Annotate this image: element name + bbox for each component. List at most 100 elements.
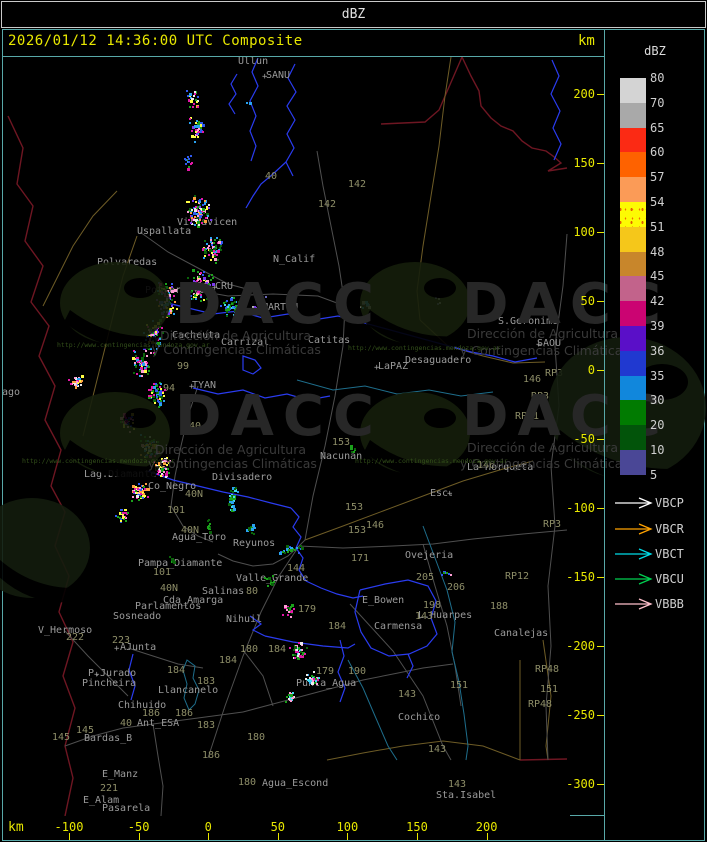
radar-echo-pixel (136, 495, 139, 498)
radar-echo-pixel (220, 305, 222, 307)
map-label: 180 (238, 777, 257, 788)
radar-echo-pixel (75, 387, 77, 389)
radar-echo-pixel (165, 476, 167, 478)
radar-echo-pixel (212, 277, 214, 279)
radar-echo-pixel (127, 512, 129, 514)
radar-echo-pixel (191, 223, 193, 225)
radar-echo-pixel (193, 280, 195, 282)
radar-echo-pixel (289, 647, 291, 649)
radar-echo-pixel (216, 254, 218, 256)
vector-arrow-icon (615, 523, 653, 535)
map-label: 183 (197, 720, 216, 731)
radar-echo-pixel (140, 440, 142, 442)
radar-echo-pixel (125, 517, 127, 519)
map-label: 179 (298, 604, 317, 615)
radar-echo-pixel (171, 283, 173, 285)
radar-echo-pixel (299, 649, 302, 652)
map-label: Nacunan (320, 451, 363, 462)
radar-echo-pixel (167, 468, 169, 470)
radar-echo-pixel (188, 161, 190, 163)
radar-echo-pixel (206, 280, 209, 283)
radar-echo-pixel (210, 259, 212, 261)
radar-echo-pixel (204, 251, 207, 254)
radar-echo-pixel (307, 674, 309, 676)
radar-echo-pixel (194, 284, 197, 287)
radar-echo-pixel (199, 124, 202, 127)
radar-echo-pixel (185, 159, 187, 161)
map-label: 221 (100, 783, 119, 794)
map-label: Desaguadero (405, 355, 472, 366)
radar-echo-pixel (354, 449, 356, 451)
radar-echo-pixel (312, 680, 314, 682)
radar-echo-pixel (150, 352, 152, 354)
radar-echo-pixel (315, 678, 317, 680)
colorbar-tick-label: 5 (650, 467, 658, 482)
colorbar-tick-label: 70 (650, 95, 665, 110)
radar-echo-pixel (164, 389, 166, 391)
map-label: Parlamentos (135, 601, 202, 612)
radar-echo-pixel (264, 577, 266, 579)
radar-echo-pixel (79, 380, 81, 382)
radar-echo-pixel (140, 367, 143, 370)
map-label: Carrizal (221, 337, 270, 348)
radar-echo-pixel (233, 496, 235, 498)
radar-echo-pixel (209, 528, 211, 530)
radar-echo-pixel (194, 91, 196, 93)
radar-echo-pixel (197, 96, 199, 98)
radar-echo-pixel (229, 498, 231, 500)
radar-echo-pixel (199, 210, 201, 212)
radar-echo-pixel (228, 503, 231, 506)
radar-echo-pixel (208, 275, 210, 277)
radar-echo-pixel (202, 285, 204, 287)
radar-echo-pixel (133, 428, 135, 430)
radar-echo-pixel (201, 222, 203, 224)
radar-echo-pixel (169, 287, 171, 289)
radar-echo-pixel (268, 577, 271, 580)
radar-echo-pixel (210, 237, 212, 239)
x-axis-tick (417, 833, 418, 840)
radar-echo-pixel (171, 286, 173, 288)
radar-echo-pixel (141, 365, 143, 367)
map-label: P.Jurado (88, 668, 137, 679)
colorbar-block (620, 127, 646, 153)
radar-echo-pixel (170, 310, 172, 312)
radar-echo-pixel (311, 675, 313, 677)
radar-echo-pixel (286, 696, 288, 698)
radar-echo-pixel (236, 311, 238, 313)
radar-echo-pixel (194, 294, 197, 297)
radar-echo-pixel (169, 556, 171, 558)
x-axis-tick-label: 0 (204, 820, 212, 834)
radar-echo-pixel (190, 212, 192, 214)
radar-echo-pixel (233, 500, 235, 502)
map-label: 184 (219, 655, 238, 666)
radar-echo-pixel (124, 416, 126, 418)
radar-echo-pixel (136, 373, 138, 375)
radar-echo-pixel (165, 283, 167, 285)
radar-echo-pixel (200, 300, 202, 302)
radar-echo-pixel (169, 302, 171, 304)
radar-echo-pixel (292, 548, 294, 550)
radar-echo-pixel (139, 361, 142, 364)
radar-echo-pixel (143, 486, 145, 488)
radar-echo-pixel (166, 475, 168, 477)
radar-echo-pixel (194, 195, 196, 197)
radar-echo-pixel (203, 288, 205, 290)
radar-echo-pixel (132, 419, 134, 421)
radar-echo-pixel (72, 381, 74, 383)
radar-echo-pixel (196, 101, 198, 103)
radar-echo-pixel (311, 682, 314, 685)
radar-echo-pixel (130, 418, 132, 420)
radar-echo-pixel (161, 458, 163, 460)
radar-echo-pixel (203, 212, 205, 214)
radar-echo-pixel (252, 306, 254, 308)
radar-echo-pixel (298, 547, 300, 549)
colorbar-tick-label: 51 (650, 219, 665, 234)
radar-echo-pixel (229, 501, 231, 503)
radar-echo-pixel (146, 365, 148, 367)
radar-echo-pixel (224, 304, 226, 306)
radar-echo-pixel (200, 130, 203, 133)
radar-echo-pixel (71, 383, 73, 385)
radar-echo-pixel (144, 348, 146, 350)
radar-echo-pixel (283, 550, 285, 552)
x-axis-tick-label: 150 (406, 820, 428, 834)
